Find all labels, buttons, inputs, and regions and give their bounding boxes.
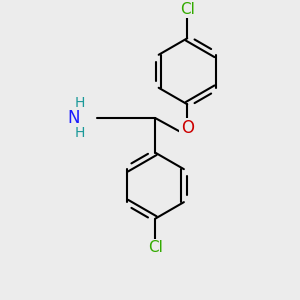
Text: Cl: Cl [180,2,195,16]
Text: O: O [181,119,194,137]
Text: Cl: Cl [148,240,163,255]
Text: N: N [67,109,80,127]
Text: H: H [75,126,85,140]
Text: H: H [75,96,85,110]
